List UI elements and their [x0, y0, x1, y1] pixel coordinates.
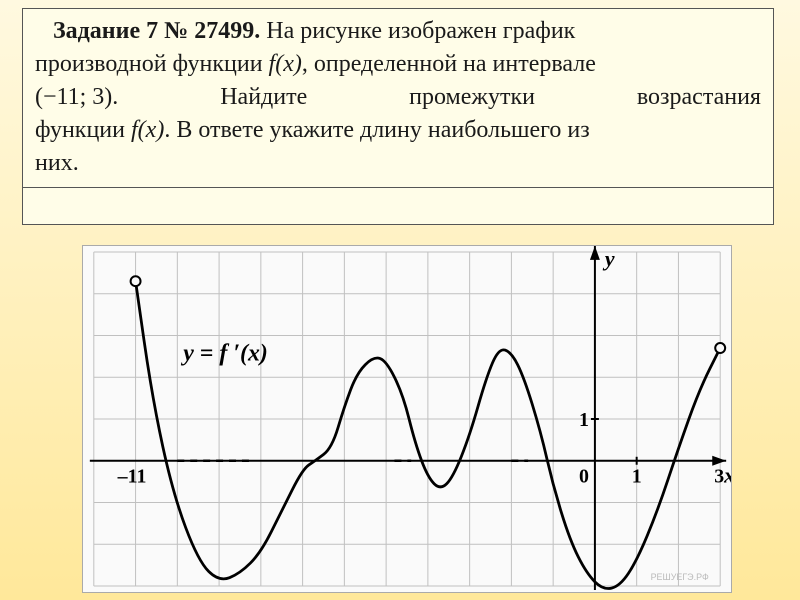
text-3d: возрастания: [637, 81, 761, 114]
fx1: f(x): [269, 51, 302, 77]
text-3c: промежутки: [409, 81, 535, 114]
answer-row: [23, 188, 773, 224]
fx2: f(x): [131, 117, 164, 143]
text-2b: , определенной на интервале: [302, 51, 596, 77]
text-3b: Найдите: [220, 81, 307, 114]
svg-text:3: 3: [714, 466, 724, 488]
text-5: них.: [35, 150, 79, 176]
svg-text:1: 1: [579, 409, 589, 431]
svg-text:x: x: [723, 464, 731, 488]
text-2a: производной функции: [35, 51, 269, 77]
svg-text:–11: –11: [117, 466, 147, 488]
svg-text:y = f ′(x): y = f ′(x): [180, 341, 268, 367]
task-number: 7: [146, 18, 158, 44]
num-symbol: №: [164, 18, 188, 44]
text-1: На рисунке изображен график: [266, 18, 575, 44]
svg-text:1: 1: [632, 466, 642, 488]
text-4a: функции: [35, 117, 131, 143]
svg-text:РЕШУЕГЭ.РФ: РЕШУЕГЭ.РФ: [651, 572, 709, 582]
problem-box: Задание 7 № 27499. На рисунке изображен …: [22, 8, 774, 225]
graph-container: y x 0 1 3 –11 1 y = f ′(x) РЕШУЕГЭ.РФ: [82, 245, 732, 593]
svg-text:y: y: [602, 247, 615, 271]
problem-text: Задание 7 № 27499. На рисунке изображен …: [23, 9, 773, 188]
svg-text:0: 0: [579, 466, 589, 488]
task-label: Задание: [53, 18, 140, 44]
id-number: 27499.: [194, 18, 260, 44]
derivative-graph: y x 0 1 3 –11 1 y = f ′(x) РЕШУЕГЭ.РФ: [83, 246, 731, 592]
text-3a: (−11; 3).: [35, 81, 118, 114]
text-4b: . В ответе укажите длину наибольшего из: [164, 117, 589, 143]
